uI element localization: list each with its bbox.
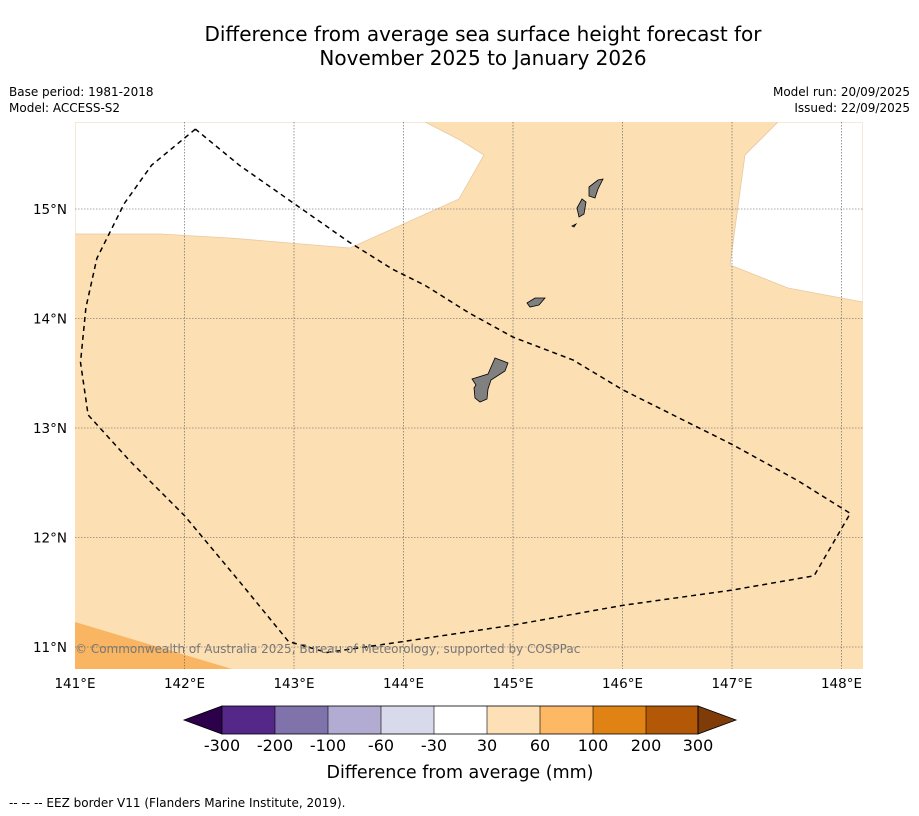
colorbar-tick: 200 — [631, 736, 662, 755]
colorbar-label: Difference from average (mm) — [326, 763, 593, 783]
island-tinian — [576, 198, 587, 218]
colorbar-frame — [221, 705, 699, 735]
lon-tick: 143°E — [273, 676, 314, 692]
colorbar-segment — [540, 706, 593, 734]
meta-right: Model run: 20/09/2025 Issued: 22/09/2025 — [773, 84, 910, 116]
eez-border — [79, 128, 852, 654]
colorbar-tick: -300 — [204, 736, 240, 755]
chart-title: Difference from average sea surface heig… — [0, 22, 919, 70]
lon-tick: 144°E — [383, 676, 424, 692]
base-period: Base period: 1981-2018 — [9, 85, 154, 99]
colorbar-segment — [593, 706, 646, 734]
meta-left: Base period: 1981-2018 Model: ACCESS-S2 — [9, 84, 154, 116]
eez-legend-note: -- -- -- EEZ border V11 (Flanders Marine… — [9, 796, 346, 810]
ocean-band-60-100 — [75, 622, 232, 669]
lat-tick: 15°N — [33, 202, 67, 218]
chart-title-line2: November 2025 to January 2026 — [319, 46, 647, 70]
colorbar-segment — [487, 706, 540, 734]
colorbar-tick: -100 — [310, 736, 346, 755]
colorbar-tick: 30 — [477, 736, 497, 755]
colorbar-tick: 300 — [683, 736, 714, 755]
copyright-credit: © Commonwealth of Australia 2025, Bureau… — [75, 642, 580, 656]
colorbar: -300 -200 -100 -60 -30 30 60 100 200 300… — [182, 705, 738, 783]
colorbar-tick: -60 — [368, 736, 394, 755]
colorbar-tick: -30 — [421, 736, 447, 755]
issued-date: Issued: 22/09/2025 — [794, 101, 910, 115]
island-guam — [471, 357, 509, 403]
lat-tick-labels: 15°N 14°N 13°N 12°N 11°N — [33, 202, 67, 656]
lon-tick: 142°E — [164, 676, 205, 692]
island-rota — [526, 297, 546, 308]
model-name: Model: ACCESS-S2 — [9, 101, 121, 115]
neutral-area-east — [729, 122, 863, 303]
lat-tick: 14°N — [33, 312, 67, 328]
lon-tick: 148°E — [821, 676, 862, 692]
colorbar-tick-labels: -300 -200 -100 -60 -30 30 60 100 200 300 — [204, 736, 713, 755]
colorbar-segment — [328, 706, 381, 734]
colorbar-extend-low — [182, 705, 223, 735]
colorbar-segment — [434, 706, 487, 734]
lon-tick: 147°E — [711, 676, 752, 692]
lon-tick: 146°E — [602, 676, 643, 692]
colorbar-tick: -200 — [257, 736, 293, 755]
lon-tick: 141°E — [54, 676, 95, 692]
map-area: © Commonwealth of Australia 2025, Bureau… — [75, 122, 863, 669]
island-aguijan — [571, 222, 578, 228]
gridlines — [75, 122, 863, 669]
colorbar-extend-high — [697, 705, 738, 735]
colorbar-tick: 60 — [530, 736, 550, 755]
lat-tick: 13°N — [33, 421, 67, 437]
land-islands — [471, 178, 604, 403]
colorbar-tick: 100 — [578, 736, 609, 755]
colorbar-segment — [275, 706, 328, 734]
chart-title-line1: Difference from average sea surface heig… — [204, 22, 762, 46]
colorbar-segment — [222, 706, 275, 734]
lat-tick: 11°N — [33, 640, 67, 656]
model-run: Model run: 20/09/2025 — [772, 85, 910, 99]
lon-tick: 145°E — [492, 676, 533, 692]
lat-tick: 12°N — [33, 531, 67, 547]
island-saipan — [588, 178, 604, 199]
colorbar-segment — [646, 706, 698, 734]
lon-tick-labels: 141°E 142°E 143°E 144°E 145°E 146°E 147°… — [54, 676, 862, 692]
colorbar-dividers — [274, 706, 647, 734]
neutral-area-north — [75, 122, 485, 249]
colorbar-segment — [381, 706, 434, 734]
